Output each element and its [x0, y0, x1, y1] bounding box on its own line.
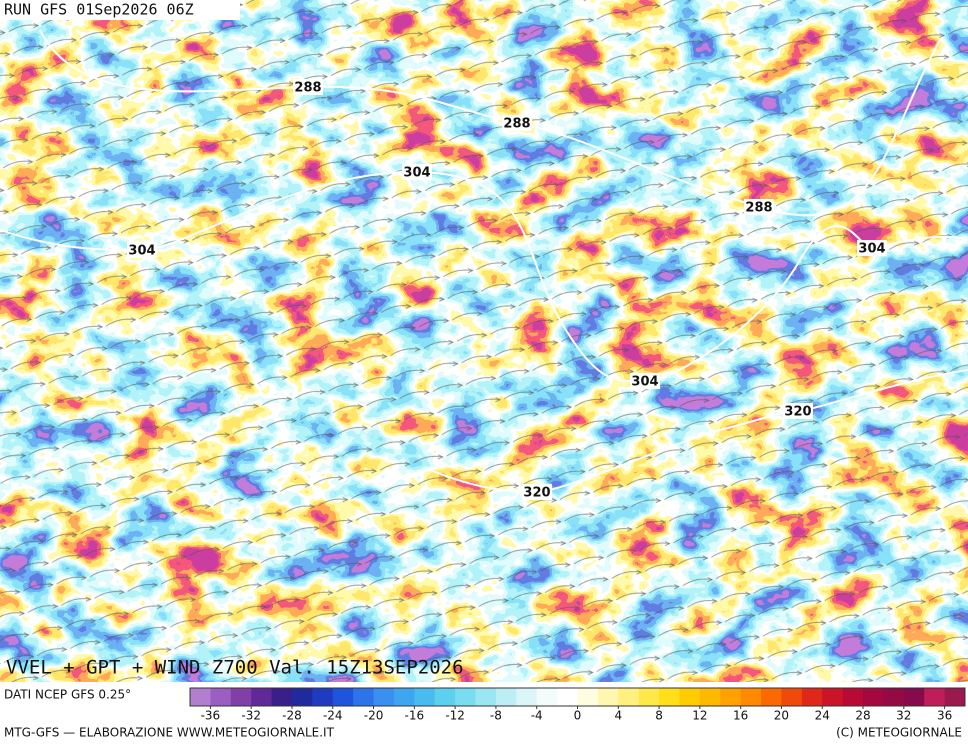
wind-streamlines	[0, 0, 968, 682]
colorbar-swatch	[495, 688, 517, 706]
contour-label: 304	[128, 244, 155, 259]
map-title: VVEL + GPT + WIND Z700 Val. 15Z13SEP2026	[6, 657, 464, 679]
colorbar-swatch	[638, 688, 660, 706]
contour-label-box	[783, 403, 813, 419]
colorbar-swatch	[903, 688, 925, 706]
colorbar-swatch	[373, 688, 395, 706]
colorbar-swatch	[251, 688, 273, 706]
colorbar-swatch	[230, 688, 252, 706]
colorbar-swatch	[190, 688, 211, 706]
colorbar-tick-label: 36	[937, 709, 952, 723]
colorbar-swatch	[842, 688, 864, 706]
colorbar-swatch	[455, 688, 477, 706]
colorbar-swatch	[781, 688, 803, 706]
colorbar-swatch	[863, 688, 884, 706]
colorbar-tick-label: -4	[531, 709, 543, 723]
colorbar-swatch	[475, 688, 497, 706]
contour-label: 320	[784, 405, 811, 420]
contour-label: 304	[403, 166, 430, 181]
colorbar-tick-label: 12	[692, 709, 707, 723]
colorbar-swatch	[679, 688, 701, 706]
contour-label: 320	[523, 486, 550, 501]
colorbar-tick-label: 32	[896, 709, 911, 723]
colorbar-swatch	[414, 688, 436, 706]
colorbar-swatch	[720, 688, 742, 706]
contour-label: 288	[294, 81, 321, 96]
colorbar-swatch	[557, 688, 578, 706]
colorbar-tick-label: 16	[733, 709, 748, 723]
colorbar-swatch	[740, 688, 762, 706]
colorbar-swatch	[291, 688, 313, 706]
run-label: RUN GFS 01Sep2026 06Z	[4, 1, 194, 19]
footer-right: (C) METEOGIORNALE	[836, 726, 962, 740]
contour-label-box	[522, 484, 552, 500]
colorbar-swatch	[822, 688, 844, 706]
footer-left: MTG-GFS — ELABORAZIONE WWW.METEOGIORNALE…	[4, 726, 335, 740]
colorbar-swatch	[332, 688, 354, 706]
colorbar-tick-label: 4	[614, 709, 622, 723]
colorbar-tick-label: -32	[241, 709, 261, 723]
colorbar-tick-label: 24	[815, 709, 830, 723]
colorbar-swatch	[210, 688, 232, 706]
colorbar-tick-label: -12	[445, 709, 465, 723]
contour-label-box	[293, 79, 323, 95]
colorbar-tick-label: -20	[364, 709, 384, 723]
colorbar-tick-label: 20	[774, 709, 789, 723]
colorbar-swatch	[597, 688, 619, 706]
contour-label-box	[127, 242, 157, 258]
colorbar-swatch	[577, 688, 599, 706]
map: 288 288 288 304 304 304 304 320 320 VVEL + GPT +…	[0, 0, 968, 682]
colorbar-swatch	[944, 688, 966, 706]
colorbar-swatch	[271, 688, 293, 706]
contour-label: 304	[858, 242, 885, 257]
contour-label-box	[630, 373, 660, 389]
colorbar-tick-label: 8	[655, 709, 663, 723]
contour-label-box	[744, 199, 774, 215]
colorbar-tick-label: -16	[405, 709, 425, 723]
colorbar-tick-label: -36	[201, 709, 221, 723]
colorbar: -36 -32 -28 -24 -20 -16 -12 -8 -4 0 4 8 12 16 20 24 28 32…	[189, 687, 966, 723]
source-label: DATI NCEP GFS 0.25°	[4, 688, 131, 702]
contour-label-box	[857, 240, 887, 256]
colorbar-swatch	[699, 688, 721, 706]
colorbar-swatch	[761, 688, 782, 706]
colorbar-swatch	[536, 688, 558, 706]
colorbar-tick-label: -8	[490, 709, 502, 723]
colorbar-tick-label: -28	[282, 709, 302, 723]
colorbar-swatch	[801, 688, 823, 706]
colorbar-swatch	[434, 688, 456, 706]
colorbar-swatch	[659, 688, 680, 706]
contour-label: 288	[503, 117, 530, 132]
colorbar-swatch	[353, 688, 375, 706]
colorbar-swatch	[924, 688, 946, 706]
contour-label: 288	[745, 201, 772, 216]
colorbar-tick-label: -24	[323, 709, 343, 723]
colorbar-tick-label: 0	[574, 709, 582, 723]
colorbar-swatch	[516, 688, 538, 706]
colorbar-swatch	[618, 688, 640, 706]
colorbar-swatch	[312, 688, 334, 706]
colorbar-swatch	[393, 688, 415, 706]
colorbar-tick-label: 28	[855, 709, 870, 723]
run-box	[0, 0, 240, 20]
contour-label-box	[502, 115, 532, 131]
colorbar-swatch	[883, 688, 905, 706]
contour-label: 304	[631, 375, 658, 390]
contour-label-box	[402, 164, 432, 180]
